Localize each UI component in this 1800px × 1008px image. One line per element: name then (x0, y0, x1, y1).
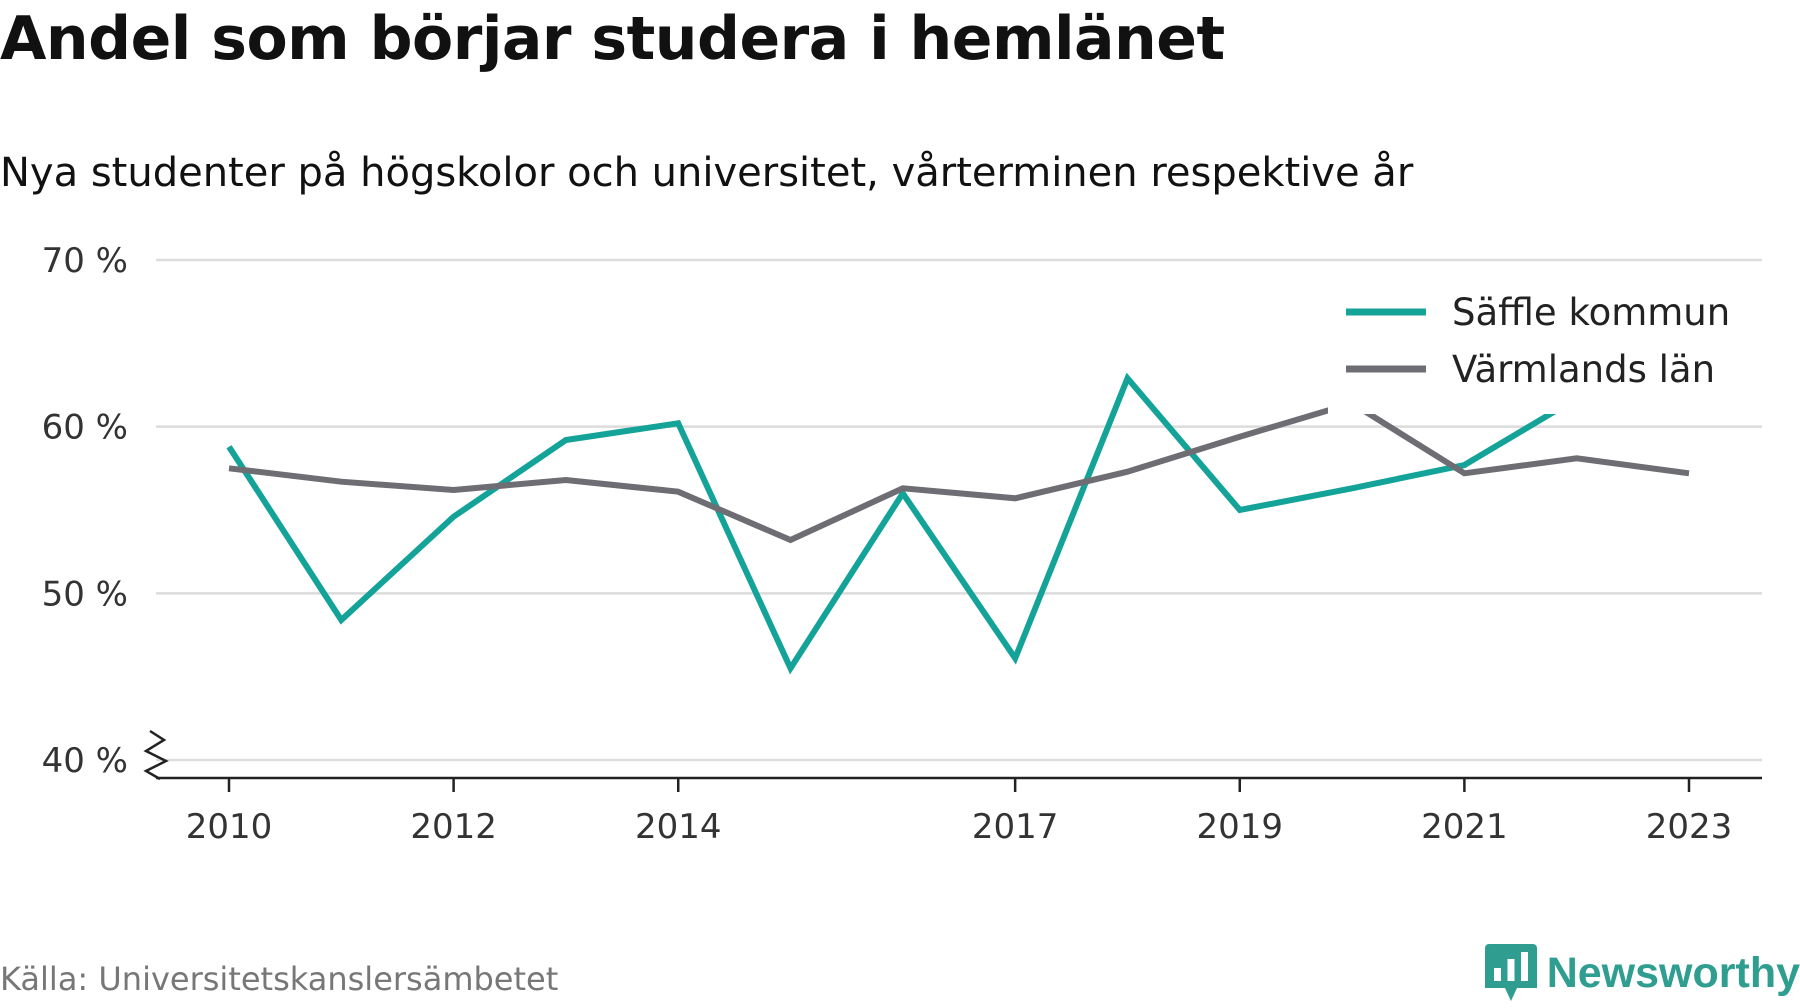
axes: 40 % 50 % 60 % 70 % 2010 2012 2014 2017 2019 2021… (42, 241, 1762, 847)
source-note: Källa: Universitetskanslersämbetet (0, 960, 559, 998)
y-tick-label: 70 % (42, 241, 128, 281)
legend-label: Säffle kommun (1452, 291, 1730, 334)
x-tick-label: 2010 (186, 807, 273, 847)
chart-title: Andel som börjar studera i hemlänet (0, 4, 1225, 74)
legend-background (1328, 286, 1748, 414)
brand-name: Newsworthy (1546, 948, 1800, 997)
y-tick-label: 50 % (42, 574, 128, 614)
series-line-saffle-kommun (226, 372, 1689, 675)
line-chart: 40 % 50 % 60 % 70 % 2010 2012 2014 2017 2019 2021… (42, 241, 1762, 847)
y-axis-break-icon (143, 729, 169, 781)
brand-logo: Newsworthy (1484, 938, 1800, 1008)
x-tick-label: 2021 (1421, 807, 1508, 847)
series-line-varmlands-lan (228, 400, 1690, 544)
legend: Säffle kommun Värmlands län (1328, 286, 1748, 414)
x-tick-label: 2014 (635, 807, 722, 847)
y-tick-label: 40 % (42, 741, 128, 781)
newsworthy-logo-icon (1484, 944, 1537, 1001)
gridlines (156, 258, 1762, 762)
legend-label: Värmlands län (1452, 348, 1715, 391)
series-lines (226, 372, 1690, 675)
x-tick-label: 2012 (410, 807, 497, 847)
chart-subtitle: Nya studenter på högskolor och universit… (0, 150, 1414, 196)
x-tick-label: 2023 (1646, 807, 1733, 847)
x-tick-label: 2019 (1197, 807, 1284, 847)
y-tick-label: 60 % (42, 408, 128, 448)
x-tick-label: 2017 (972, 807, 1059, 847)
